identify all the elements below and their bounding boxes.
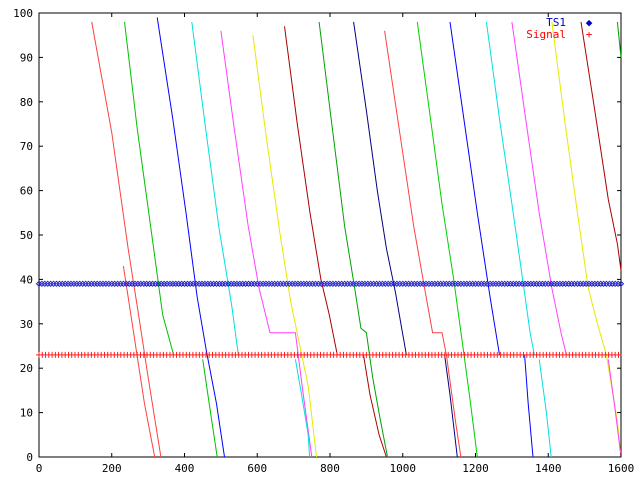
- trace-line: [252, 35, 317, 458]
- x-tick-label: 400: [175, 462, 195, 475]
- y-tick-label: 10: [20, 407, 33, 420]
- x-tick-label: 0: [36, 462, 43, 475]
- trace-line: [607, 359, 622, 458]
- trace-line: [416, 21, 478, 458]
- y-tick-label: 30: [20, 318, 33, 331]
- signal-markers: [36, 351, 622, 358]
- ts1-markers: [35, 280, 625, 288]
- trace-line: [202, 359, 218, 458]
- trace-line: [511, 21, 567, 356]
- trace-line: [122, 266, 156, 458]
- y-tick-label: 60: [20, 185, 33, 198]
- trace-line: [318, 21, 388, 458]
- legend-marker-icon: +: [586, 28, 593, 41]
- y-tick-label: 40: [20, 273, 33, 286]
- trace-line: [294, 359, 311, 458]
- trace-line: [524, 354, 534, 458]
- x-tick-label: 1400: [535, 462, 562, 475]
- legend: TS1 ◆ Signal +: [526, 16, 592, 41]
- y-tick-label: 20: [20, 362, 33, 375]
- marker-layer: [35, 280, 625, 358]
- trace-line: [580, 21, 622, 271]
- x-tick-label: 1000: [390, 462, 417, 475]
- x-tick-label: 600: [247, 462, 267, 475]
- trace-line: [616, 21, 622, 58]
- trace-line: [538, 359, 552, 458]
- x-tick-label: 800: [320, 462, 340, 475]
- y-tick-label: 100: [13, 7, 33, 20]
- trace-line: [444, 354, 458, 458]
- tick-layer: 0 200 400 600 800 1000 1200 1400 1600 0 10 20 30 40 50…: [13, 7, 634, 475]
- trace-line: [384, 30, 462, 458]
- legend-marker-icon: ◆: [586, 16, 593, 29]
- trace-layer: [91, 17, 622, 458]
- trace-line: [284, 26, 338, 355]
- trace-line: [353, 21, 407, 355]
- trace-line: [220, 30, 313, 458]
- legend-label: Signal: [526, 28, 566, 41]
- y-tick-label: 90: [20, 51, 33, 64]
- trace-line: [124, 21, 175, 356]
- x-tick-label: 200: [102, 462, 122, 475]
- trace-line: [551, 21, 622, 458]
- trace-line: [363, 354, 387, 458]
- y-tick-label: 70: [20, 140, 33, 153]
- x-tick-label: 1600: [608, 462, 635, 475]
- y-tick-label: 0: [26, 451, 33, 464]
- y-tick-label: 80: [20, 96, 33, 109]
- trace-line: [191, 21, 239, 355]
- trace-line: [156, 17, 225, 458]
- x-tick-label: 1200: [462, 462, 489, 475]
- trace-line: [485, 21, 535, 355]
- legend-label: TS1: [546, 16, 566, 29]
- trace-line: [91, 21, 162, 458]
- trace-line: [449, 21, 500, 355]
- y-tick-label: 50: [20, 229, 33, 242]
